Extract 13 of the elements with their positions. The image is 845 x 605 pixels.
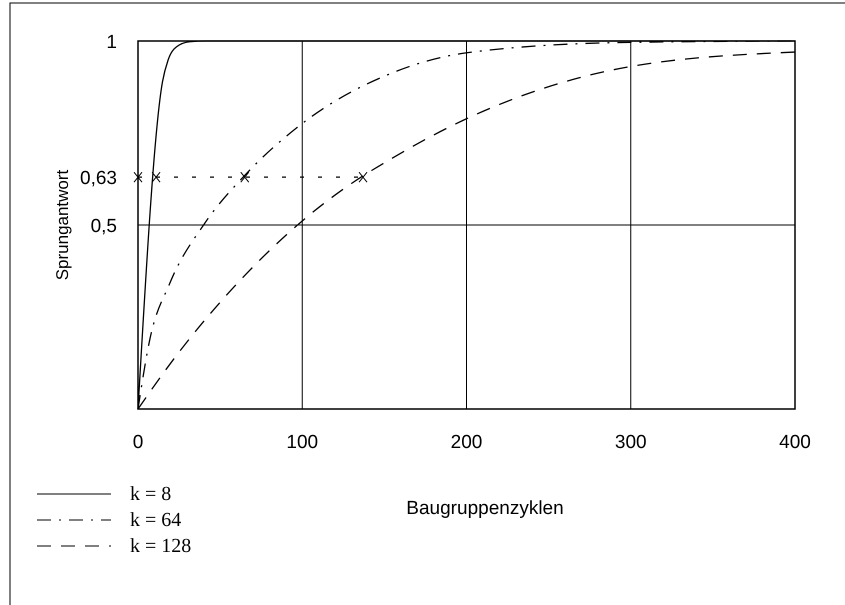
x-tick-label: 0 bbox=[132, 432, 144, 453]
x-tick-label: 200 bbox=[450, 432, 482, 453]
y-tick-label: 1 bbox=[106, 32, 117, 53]
y-tick-label: 0,5 bbox=[90, 216, 117, 237]
legend-label: k = 8 bbox=[130, 483, 172, 505]
x-tick-label: 100 bbox=[286, 432, 318, 453]
x-axis-title: Baugruppenzyklen bbox=[406, 498, 564, 519]
y-axis-title: Sprungantwort bbox=[53, 169, 72, 280]
x-tick-label: 300 bbox=[614, 432, 647, 453]
y-tick-label: 0,63 bbox=[80, 168, 117, 190]
legend-label: k = 64 bbox=[130, 509, 182, 531]
x-tick-label: 400 bbox=[779, 432, 811, 453]
legend-label: k = 128 bbox=[130, 535, 192, 557]
